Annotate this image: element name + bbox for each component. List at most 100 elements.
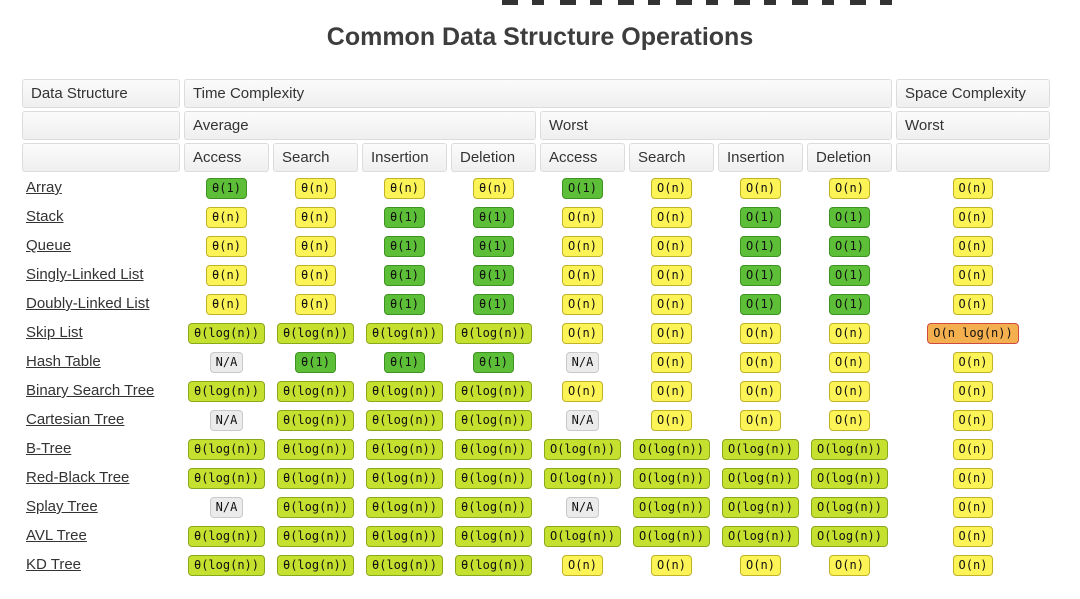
complexity-cell: O(log(n)) [718, 494, 803, 520]
complexity-badge: θ(log(n)) [454, 525, 533, 547]
complexity-badge: θ(1) [384, 351, 425, 373]
complexity-cell: θ(log(n)) [184, 320, 269, 346]
complexity-cell: O(n) [896, 523, 1050, 549]
complexity-badge: O(n) [740, 380, 781, 402]
complexity-badge: O(n) [651, 351, 692, 373]
header-avg-access: Access [184, 143, 269, 172]
complexity-badge: θ(1) [384, 264, 425, 286]
link-stack[interactable]: Stack [26, 208, 64, 225]
complexity-cell: O(n) [896, 175, 1050, 201]
complexity-badge: O(n) [651, 264, 692, 286]
complexity-badge: O(n) [829, 380, 870, 402]
complexity-badge: O(n) [952, 409, 994, 431]
complexity-cell: θ(n) [184, 233, 269, 259]
link-doubly-linked-list[interactable]: Doubly-Linked List [26, 295, 150, 312]
link-kd-tree[interactable]: KD Tree [26, 556, 82, 573]
complexity-cell: O(n) [807, 378, 892, 404]
complexity-cell: O(n) [629, 378, 714, 404]
complexity-badge: O(n) [562, 322, 603, 344]
complexity-cell: θ(1) [184, 175, 269, 201]
complexity-cell: O(n) [718, 407, 803, 433]
complexity-badge: O(n) [562, 206, 603, 228]
link-array[interactable]: Array [26, 179, 62, 196]
data-structure-cell: Array [22, 175, 180, 201]
complexity-cell: N/A [184, 494, 269, 520]
complexity-cell: θ(log(n)) [273, 436, 358, 462]
data-structure-cell: Splay Tree [22, 494, 180, 520]
complexity-badge: θ(1) [206, 177, 247, 199]
complexity-cell: O(n) [718, 552, 803, 578]
header-row-case: Average Worst Worst [22, 111, 1050, 140]
complexity-badge: θ(1) [473, 235, 514, 257]
complexity-cell: O(n) [896, 465, 1050, 491]
complexity-cell: O(log(n)) [807, 523, 892, 549]
complexity-badge: O(n) [651, 235, 692, 257]
complexity-badge: O(n) [829, 322, 870, 344]
complexity-cell: O(n) [629, 262, 714, 288]
link-avl-tree[interactable]: AVL Tree [26, 527, 87, 544]
complexity-badge: θ(log(n)) [276, 322, 355, 344]
complexity-cell: O(log(n)) [629, 523, 714, 549]
data-structure-cell: Cartesian Tree [22, 407, 180, 433]
data-structure-cell: B-Tree [22, 436, 180, 462]
complexity-cell: O(n) [629, 407, 714, 433]
complexity-cell: θ(n) [362, 175, 447, 201]
complexity-badge: θ(log(n)) [276, 409, 355, 431]
complexity-badge: O(n) [952, 293, 994, 315]
complexity-cell: O(log(n)) [718, 523, 803, 549]
table-row: Red-Black Tree θ(log(n)) θ(log(n)) θ(log(n)… [22, 465, 1050, 491]
complexity-badge: θ(log(n)) [365, 322, 444, 344]
complexity-cell: O(log(n)) [718, 436, 803, 462]
link-cartesian-tree[interactable]: Cartesian Tree [26, 411, 125, 428]
link-splay-tree[interactable]: Splay Tree [26, 498, 98, 515]
link-hash-table[interactable]: Hash Table [26, 353, 101, 370]
complexity-badge: θ(log(n)) [454, 322, 533, 344]
complexity-badge: θ(log(n)) [454, 467, 533, 489]
complexity-cell: θ(n) [273, 262, 358, 288]
complexity-badge: θ(log(n)) [276, 496, 355, 518]
complexity-badge: O(log(n)) [632, 496, 711, 518]
complexity-cell: θ(1) [451, 233, 536, 259]
link-singly-linked-list[interactable]: Singly-Linked List [26, 266, 144, 283]
complexity-cell: θ(1) [451, 349, 536, 375]
complexity-cell: θ(log(n)) [451, 320, 536, 346]
complexity-cell: θ(log(n)) [451, 407, 536, 433]
complexity-badge: O(n) [651, 554, 692, 576]
complexity-badge: N/A [565, 351, 600, 373]
link-b-tree[interactable]: B-Tree [26, 440, 72, 457]
link-skip-list[interactable]: Skip List [26, 324, 83, 341]
complexity-cell: O(log(n)) [807, 494, 892, 520]
complexity-table: Data Structure Time Complexity Space Com… [18, 76, 1054, 581]
complexity-badge: θ(n) [473, 177, 514, 199]
header-worst-deletion: Deletion [807, 143, 892, 172]
complexity-cell: O(log(n)) [540, 436, 625, 462]
complexity-badge: O(n) [829, 554, 870, 576]
link-queue[interactable]: Queue [26, 237, 72, 254]
link-binary-search-tree[interactable]: Binary Search Tree [26, 382, 155, 399]
complexity-badge: N/A [209, 409, 244, 431]
complexity-badge: θ(n) [206, 235, 247, 257]
complexity-badge: O(n) [829, 351, 870, 373]
complexity-badge: O(n) [952, 438, 994, 460]
complexity-badge: θ(n) [295, 264, 336, 286]
complexity-badge: O(n log(n)) [927, 322, 1019, 344]
complexity-cell: θ(log(n)) [273, 320, 358, 346]
data-structure-cell: Stack [22, 204, 180, 230]
complexity-cell: O(n) [629, 552, 714, 578]
complexity-badge: N/A [565, 496, 600, 518]
link-red-black-tree[interactable]: Red-Black Tree [26, 469, 130, 486]
complexity-badge: O(1) [829, 264, 870, 286]
data-structure-cell: Binary Search Tree [22, 378, 180, 404]
header-worst-insertion: Insertion [718, 143, 803, 172]
complexity-badge: O(n) [651, 206, 692, 228]
table-row: Queue θ(n) θ(n) θ(1) θ(1) O(n) O(n) O(1) O(1) O(n… [22, 233, 1050, 259]
complexity-cell: O(log(n)) [807, 465, 892, 491]
table-row: Doubly-Linked List θ(n) θ(n) θ(1) θ(1) O(n) O(… [22, 291, 1050, 317]
complexity-badge: O(n) [952, 554, 994, 576]
complexity-badge: θ(1) [473, 206, 514, 228]
complexity-badge: θ(n) [295, 293, 336, 315]
complexity-cell: O(n) [896, 349, 1050, 375]
complexity-badge: O(1) [829, 293, 870, 315]
complexity-cell: O(1) [807, 291, 892, 317]
complexity-badge: θ(log(n)) [187, 322, 266, 344]
